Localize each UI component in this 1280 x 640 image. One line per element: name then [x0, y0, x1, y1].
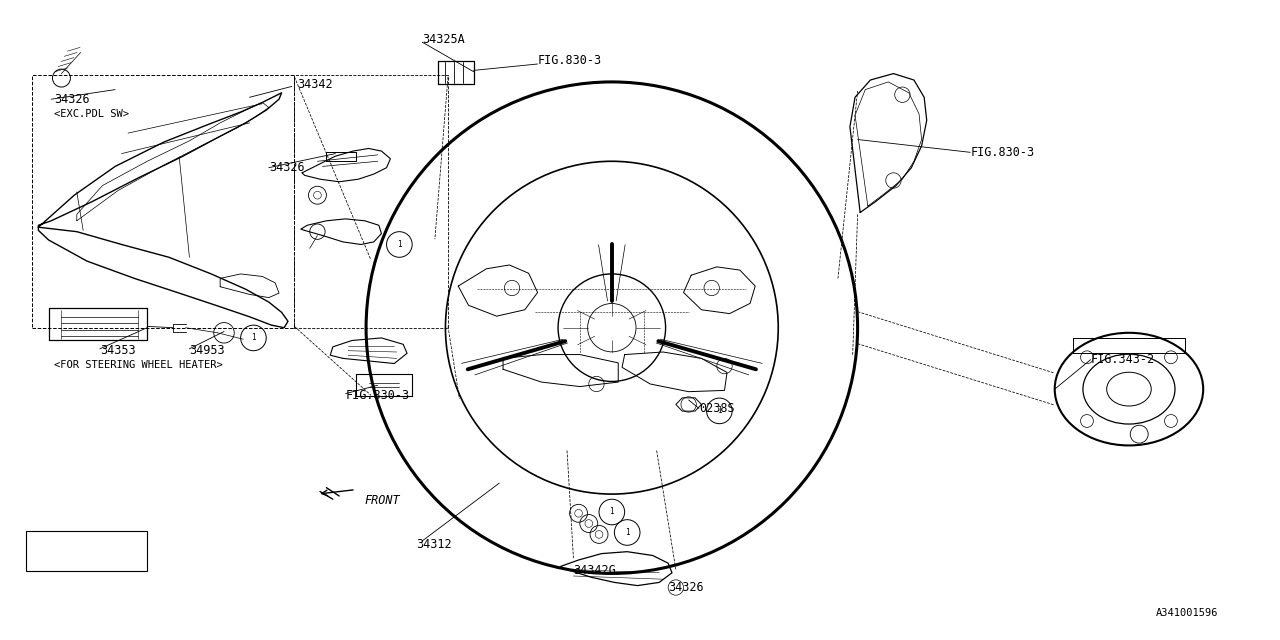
Text: 1: 1 [609, 508, 614, 516]
Text: 1: 1 [717, 406, 722, 415]
Text: 1: 1 [251, 333, 256, 342]
Text: 34382: 34382 [72, 544, 108, 557]
Text: 34342G: 34342G [573, 564, 616, 577]
Text: 1: 1 [49, 546, 54, 555]
Text: 34342: 34342 [297, 78, 333, 91]
Text: FIG.343-2: FIG.343-2 [1091, 353, 1155, 366]
Text: 34325A: 34325A [422, 33, 465, 46]
Text: 1: 1 [397, 240, 402, 249]
Text: 34353: 34353 [100, 344, 136, 357]
Text: 34326: 34326 [668, 581, 704, 594]
Text: A341001596: A341001596 [1156, 608, 1219, 618]
Text: 1: 1 [625, 528, 630, 537]
Bar [294, 75, 448, 328]
Text: <EXC.PDL SW>: <EXC.PDL SW> [54, 109, 129, 119]
Text: FIG.830-3: FIG.830-3 [538, 54, 602, 67]
Text: 0238S: 0238S [699, 402, 735, 415]
Bar [26, 531, 147, 571]
Text: FIG.830-3: FIG.830-3 [346, 389, 410, 402]
Bar [32, 75, 294, 328]
Text: FIG.830-3: FIG.830-3 [970, 146, 1034, 159]
Text: 34312: 34312 [416, 538, 452, 550]
Text: 34326: 34326 [54, 93, 90, 106]
Text: 34326: 34326 [269, 161, 305, 174]
Text: FRONT: FRONT [365, 494, 401, 507]
Text: 34953: 34953 [189, 344, 225, 357]
Text: <FOR STEERING WHEEL HEATER>: <FOR STEERING WHEEL HEATER> [54, 360, 223, 370]
